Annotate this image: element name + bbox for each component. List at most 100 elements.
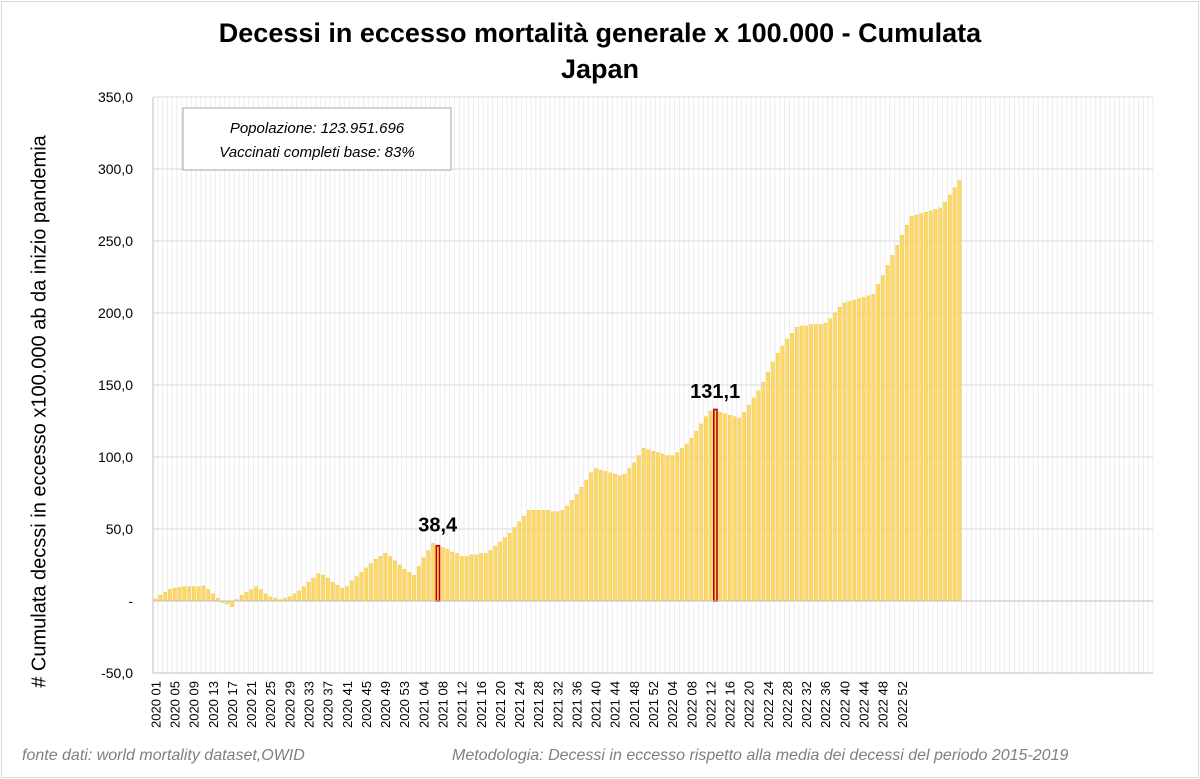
bar [933, 209, 938, 602]
bar [608, 472, 612, 602]
data-label: 131,1 [690, 381, 740, 403]
bar [230, 600, 234, 607]
bar [617, 475, 622, 602]
x-tick-label: 2020 25 [263, 681, 278, 728]
bar [440, 547, 445, 602]
bar [450, 551, 455, 602]
source-note: fonte dati: world mortality dataset,OWID [22, 747, 305, 764]
bar [842, 302, 847, 602]
bar [660, 453, 665, 602]
bar [196, 586, 201, 602]
y-tick-label: 250,0 [98, 233, 133, 249]
bar [881, 275, 885, 602]
bar [885, 265, 890, 602]
bar [168, 589, 172, 602]
x-tick-label: 2020 09 [187, 681, 202, 728]
bar [474, 554, 478, 602]
tick-labels: -50,0-50,0100,0150,0200,0250,0300,0350,0… [98, 89, 910, 728]
bar [589, 472, 593, 602]
bar [330, 582, 335, 602]
bar [838, 307, 842, 602]
bar [579, 487, 584, 602]
bar [603, 471, 608, 602]
methodology-note: Metodologia: Decessi in eccesso rispetto… [452, 747, 1069, 764]
bar [345, 586, 349, 602]
bar [359, 572, 364, 602]
y-tick-label: -50,0 [101, 665, 133, 681]
bar [771, 361, 775, 602]
annotation-line: Popolazione: 123.951.696 [230, 120, 405, 137]
bar [694, 430, 699, 602]
bar [464, 556, 469, 602]
highlighted-bar [435, 544, 441, 602]
bar [364, 567, 368, 602]
bar [426, 550, 431, 602]
x-tick-label: 2021 12 [455, 681, 470, 728]
bar [541, 510, 545, 602]
bar [665, 455, 670, 602]
bar [938, 207, 943, 602]
bar [656, 452, 660, 602]
data-label: 38,4 [418, 515, 458, 537]
bar [326, 577, 330, 602]
annotation-box: Popolazione: 123.951.696 Vaccinati comple… [182, 107, 452, 171]
x-tick-label: 2022 16 [723, 681, 738, 728]
bar [871, 294, 876, 602]
x-tick-label: 2021 40 [589, 681, 604, 728]
x-tick-label: 2022 36 [818, 681, 833, 728]
bar [316, 573, 321, 602]
bar [416, 566, 421, 602]
bar [536, 510, 541, 602]
bar [804, 325, 809, 602]
bar [818, 324, 823, 602]
bar [847, 301, 852, 602]
bar [306, 582, 311, 602]
x-tick-label: 2021 36 [569, 681, 584, 728]
bar [570, 500, 574, 602]
y-tick-label: 100,0 [98, 449, 133, 465]
x-tick-label: 2021 20 [493, 681, 508, 728]
bar [895, 245, 900, 602]
bar [641, 448, 646, 602]
bar [790, 332, 794, 602]
x-tick-label: 2020 21 [244, 681, 259, 728]
bar [861, 296, 866, 602]
bar [560, 510, 565, 602]
x-tick-label: 2020 13 [206, 681, 221, 728]
bar [507, 533, 512, 602]
bar [249, 589, 254, 602]
bar [866, 295, 871, 602]
x-tick-label: 2022 08 [684, 681, 699, 728]
bar [598, 469, 603, 602]
bar [546, 510, 550, 602]
y-tick-label: - [128, 593, 133, 609]
bar [904, 224, 909, 602]
bar [852, 299, 856, 602]
bar [321, 574, 325, 602]
x-tick-label: 2020 49 [378, 681, 393, 728]
bar [737, 417, 742, 602]
bar [651, 451, 655, 602]
bar [287, 596, 292, 602]
bar [488, 550, 493, 602]
bar [206, 589, 211, 602]
bar [876, 284, 880, 602]
bar [833, 312, 837, 602]
bar [680, 448, 684, 602]
bar [699, 423, 703, 602]
x-tick-label: 2022 44 [857, 681, 872, 728]
y-tick-label: 200,0 [98, 305, 133, 321]
bar [637, 455, 641, 602]
bar [383, 553, 388, 602]
bar [919, 213, 923, 602]
bar [512, 527, 517, 602]
bar [584, 479, 589, 602]
bar [335, 584, 340, 602]
bar [751, 397, 756, 602]
x-tick-label: 2022 32 [799, 681, 814, 728]
bar [948, 194, 952, 602]
bar [493, 546, 498, 602]
bar [402, 569, 407, 602]
x-tick-label: 2021 08 [435, 681, 450, 728]
x-tick-label: 2022 28 [780, 681, 795, 728]
